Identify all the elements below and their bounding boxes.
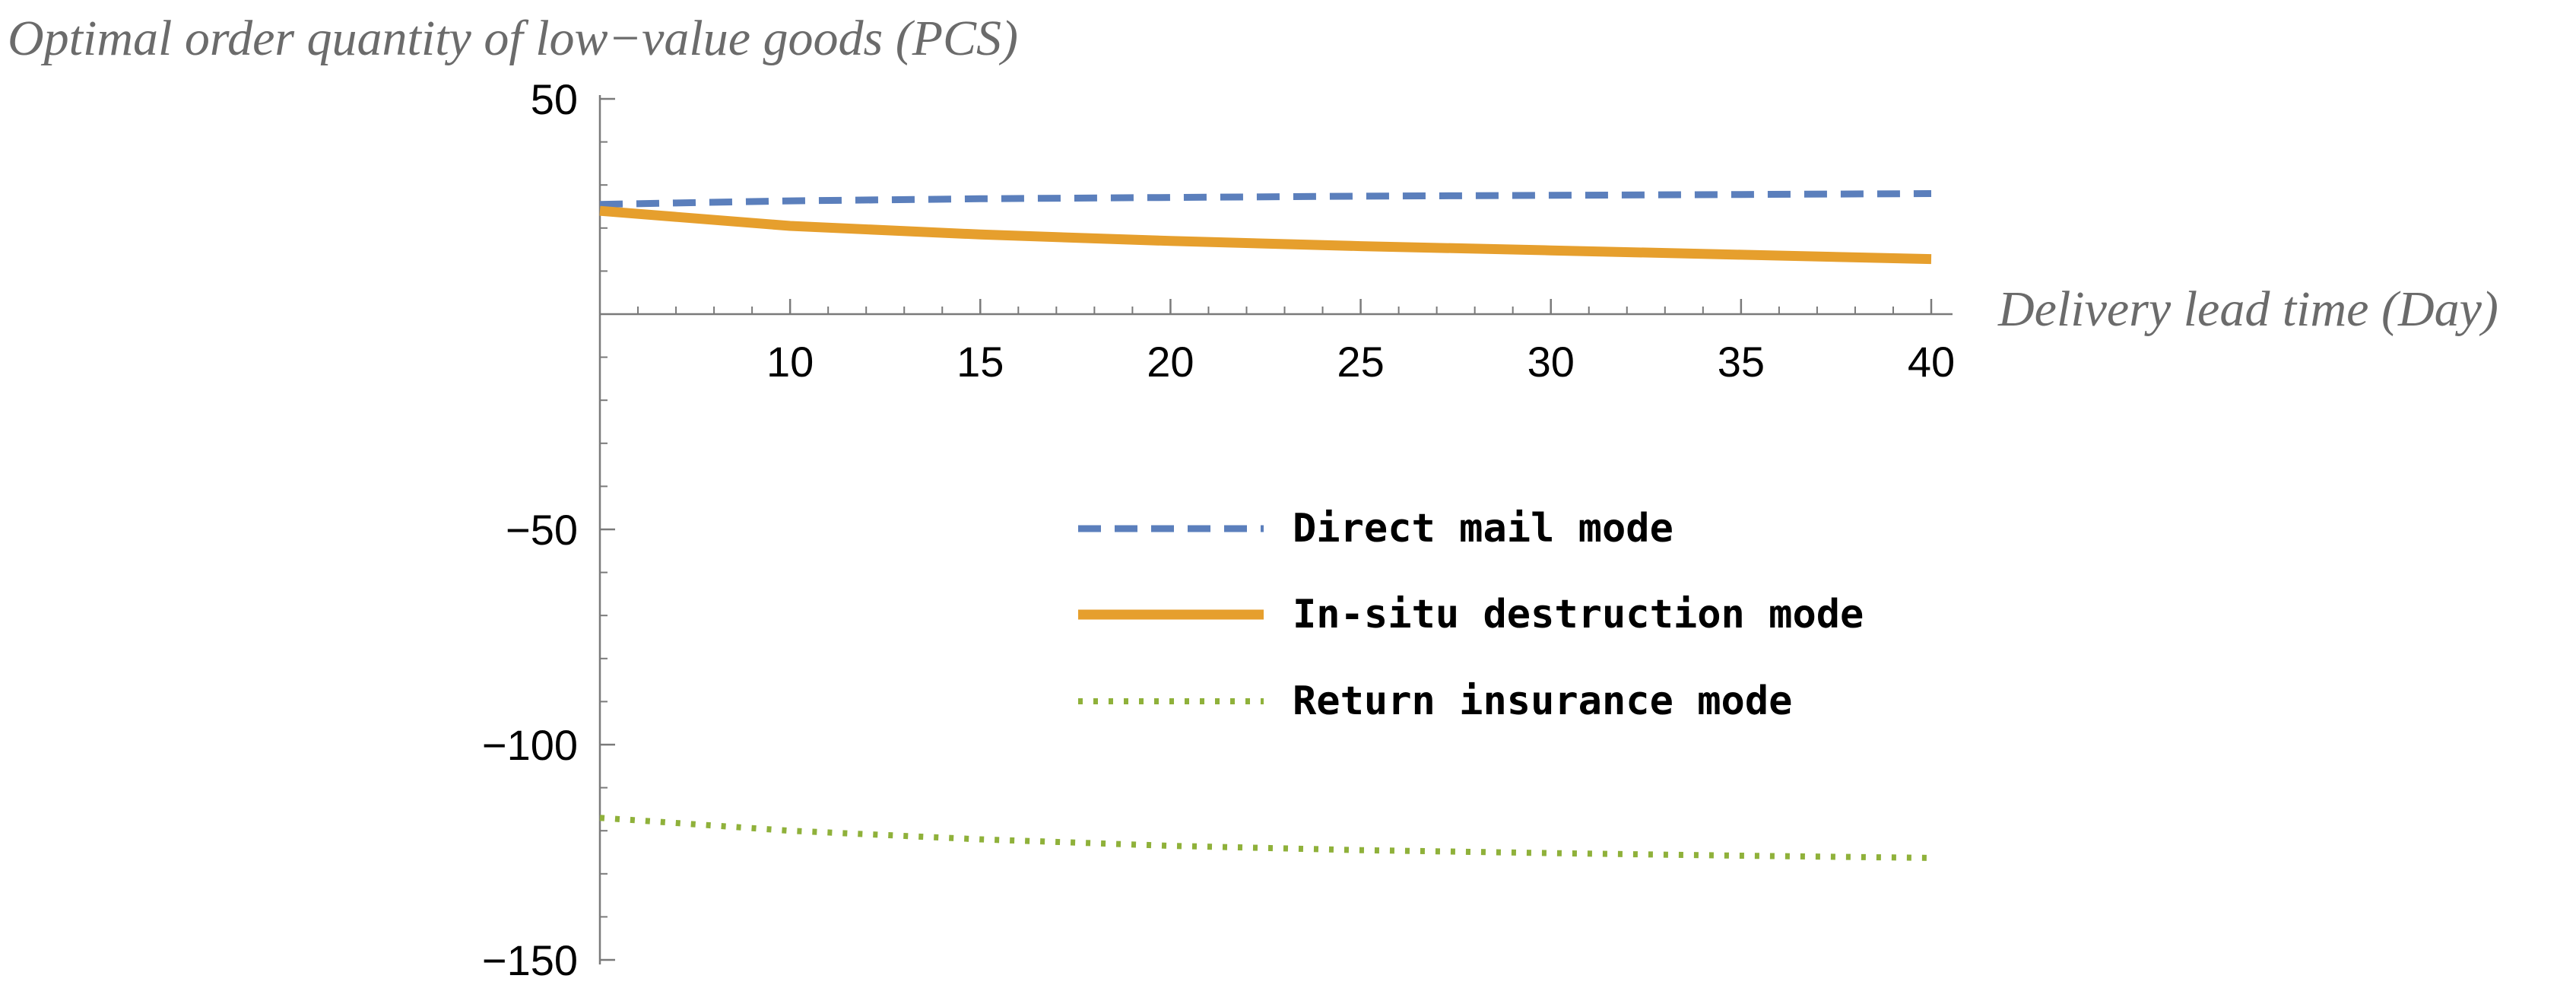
y-axis-title-dash: −	[608, 11, 642, 66]
series-line-3	[599, 815, 1932, 861]
y-axis-title-tail: value goods (PCS)	[642, 11, 1018, 66]
y-tick-label: −100	[482, 721, 578, 769]
x-tick-label: 25	[1337, 338, 1384, 386]
x-tick-label: 10	[766, 338, 814, 386]
ticks: 10 15 20 25 30 35 40 50 −50 −100 −150	[482, 75, 1955, 984]
y-tick-label: 50	[531, 75, 578, 123]
series-group	[599, 190, 1932, 861]
legend-label-3: Return insurance mode	[1293, 678, 1792, 724]
legend: Direct mail mode In-situ destruction mode…	[1078, 506, 1864, 724]
y-tick-label: −50	[506, 506, 578, 554]
x-tick-label: 20	[1147, 338, 1194, 386]
legend-label-2: In-situ destruction mode	[1293, 592, 1864, 637]
x-tick-label: 35	[1718, 338, 1765, 386]
y-tick-label: −150	[482, 936, 578, 984]
legend-label-1: Direct mail mode	[1293, 506, 1673, 551]
x-tick-label: 15	[956, 338, 1004, 386]
y-axis-title-main: Optimal order quantity of low	[8, 11, 608, 66]
series-line-1	[599, 190, 1932, 208]
x-tick-label: 40	[1908, 338, 1955, 386]
x-tick-label: 30	[1528, 338, 1575, 386]
series-line-2	[599, 205, 1932, 265]
y-axis-title: Optimal order quantity of low−value good…	[8, 11, 1018, 66]
x-axis-title: Delivery lead time (Day)	[1997, 281, 2498, 337]
